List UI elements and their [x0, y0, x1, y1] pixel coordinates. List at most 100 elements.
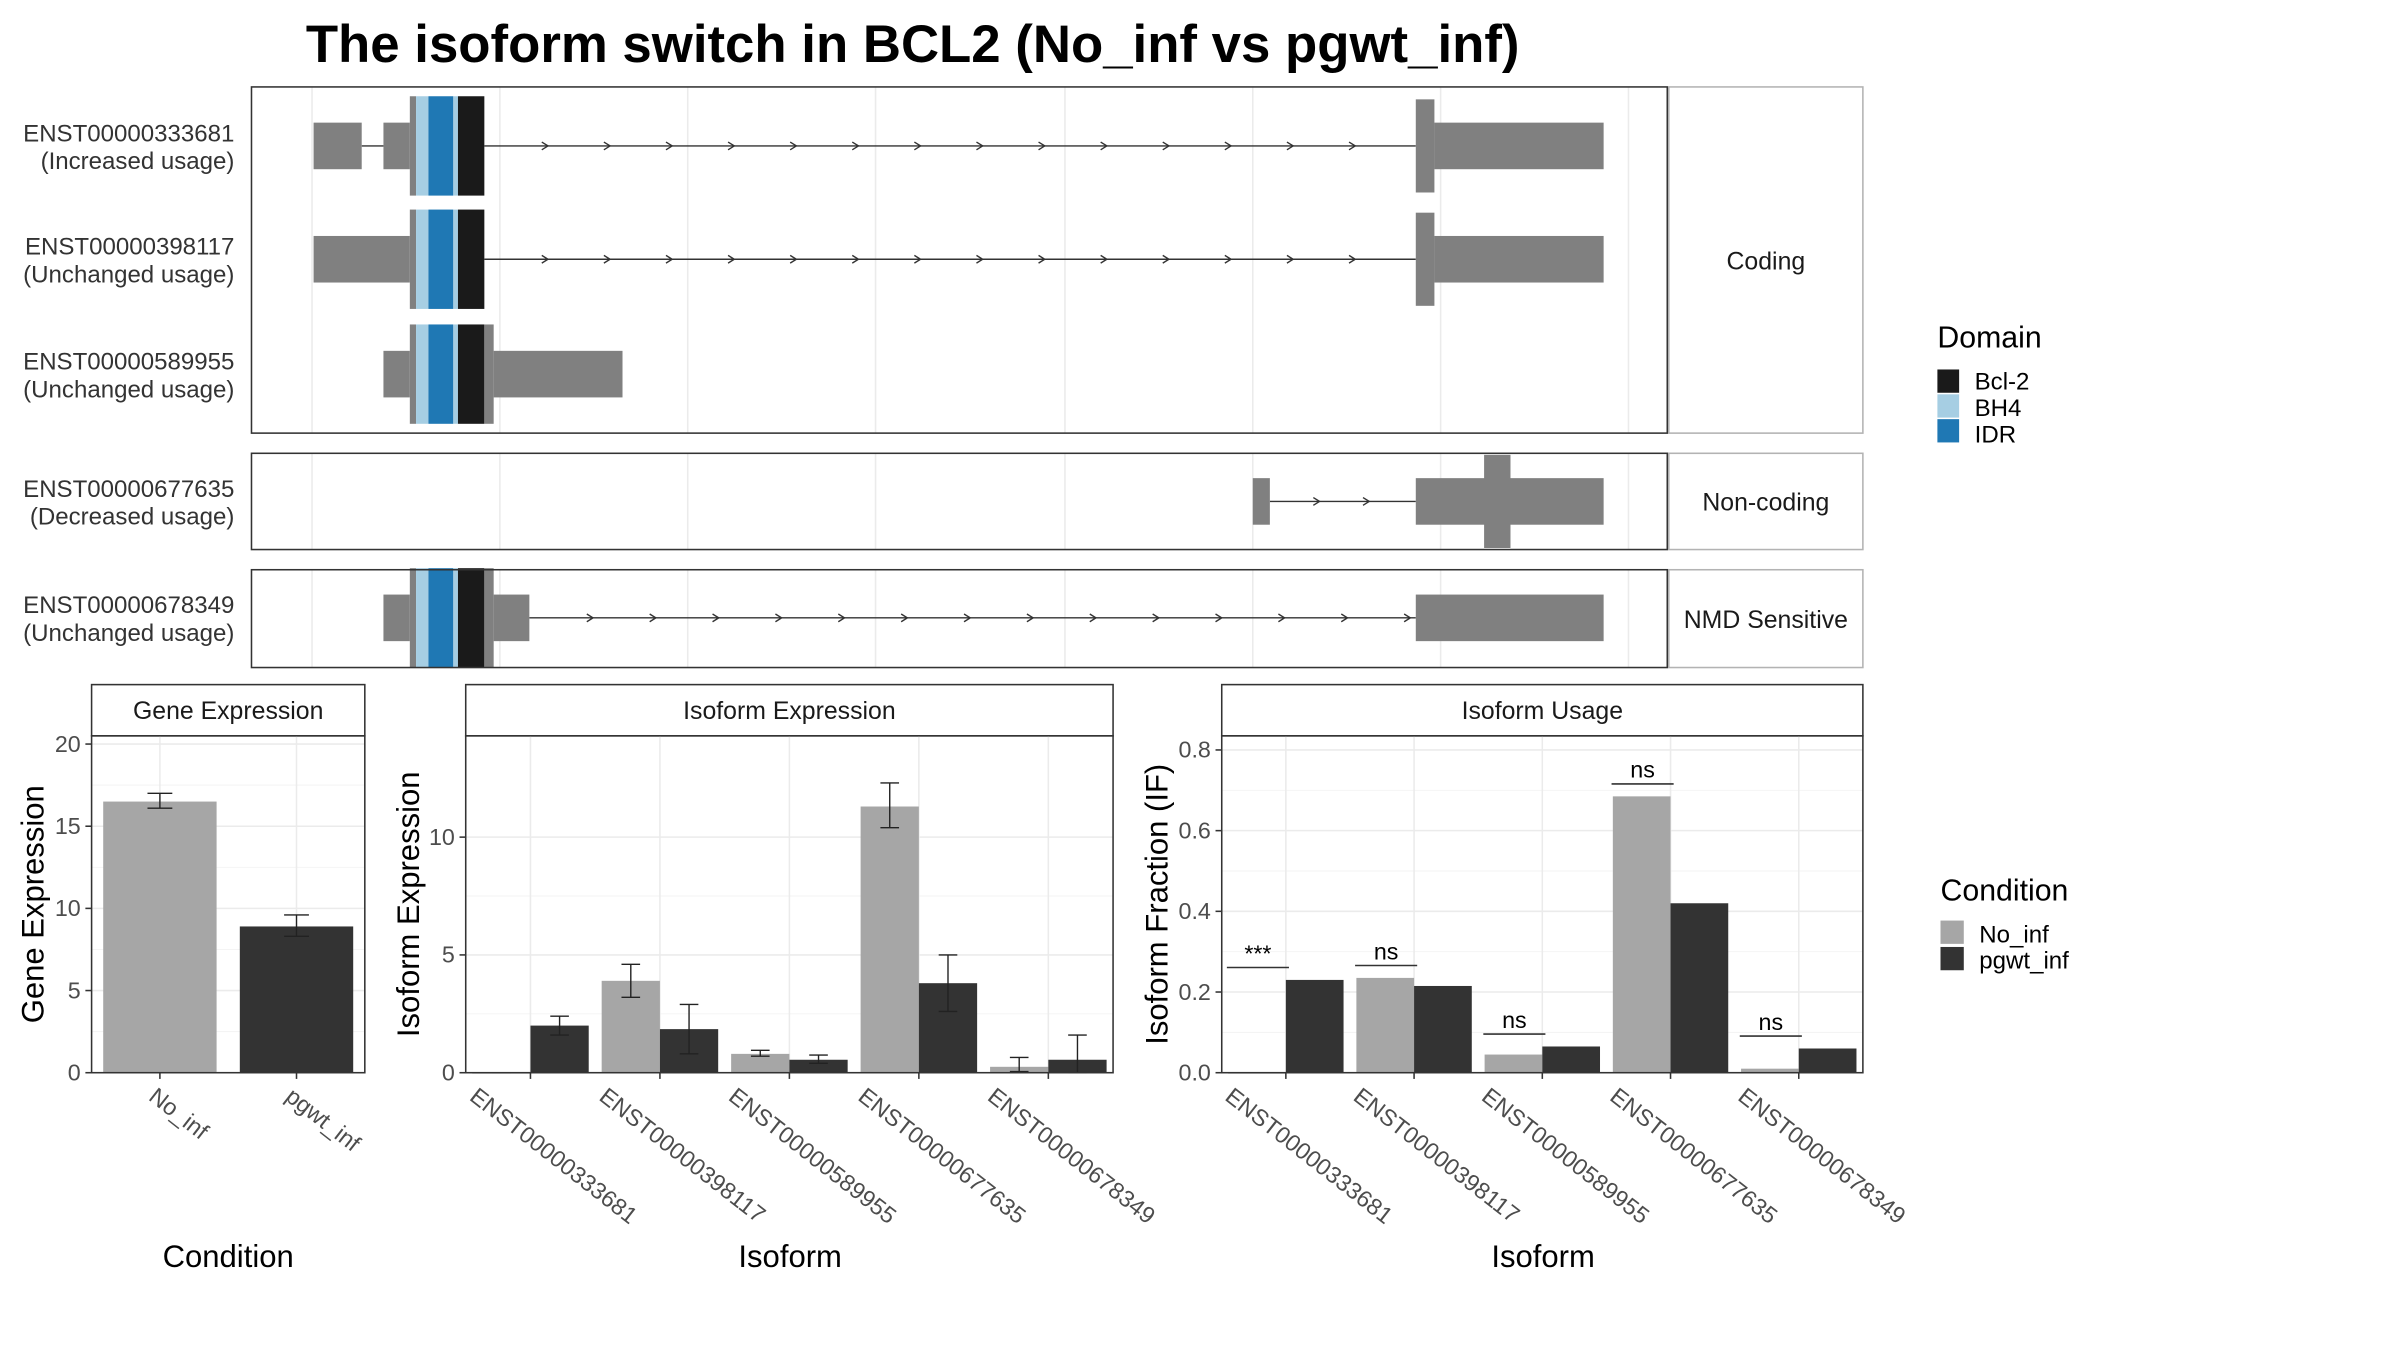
- structure-panel-border: [250, 452, 1669, 551]
- significance-label: ns: [1759, 1009, 1784, 1035]
- exon: [1415, 212, 1435, 306]
- intron-arrow: [1038, 254, 1047, 264]
- bar: [789, 1059, 848, 1073]
- utr-block: [409, 568, 417, 668]
- panel-border: [1220, 735, 1864, 1074]
- y-tick-label: 0: [68, 1059, 81, 1085]
- y-tick-label: 0.4: [1179, 898, 1211, 924]
- bar: [1356, 977, 1415, 1073]
- utr-block: [409, 209, 417, 309]
- intron-arrow: [913, 141, 922, 151]
- domain-bcl2: [457, 96, 485, 196]
- legend-swatch-idr: [1937, 419, 1960, 443]
- significance-label: ns: [1374, 938, 1399, 964]
- intron-arrow: [913, 254, 922, 264]
- intron-arrow: [851, 141, 860, 151]
- domain-bcl2: [457, 209, 485, 309]
- exon: [1415, 594, 1604, 642]
- exon: [1252, 478, 1270, 525]
- domain-idr: [428, 96, 454, 196]
- intron-arrow: [1038, 141, 1047, 151]
- domain-bh4: [453, 568, 458, 668]
- intron-arrow: [976, 254, 984, 264]
- intron-arrow: [1089, 613, 1098, 623]
- intron-arrow: [1162, 141, 1171, 151]
- y-tick-label: 0.6: [1179, 817, 1211, 843]
- significance-label: ns: [1502, 1007, 1527, 1033]
- group-strip-label: Coding: [1727, 248, 1806, 275]
- domain-bcl2: [457, 324, 485, 424]
- group-strip: [1668, 86, 1864, 434]
- group-strip-label: Non-coding: [1702, 490, 1829, 517]
- domain-idr: [428, 568, 454, 668]
- intron-arrow: [1100, 254, 1109, 264]
- bar: [239, 926, 354, 1073]
- y-tick-label: 20: [55, 731, 81, 757]
- bar: [1798, 1048, 1857, 1073]
- intron-arrow: [1348, 141, 1357, 151]
- intron-arrow: [976, 141, 984, 151]
- panel-strip-title: Isoform Expression: [683, 698, 895, 725]
- intron-arrow: [1215, 613, 1224, 623]
- transcript-id-label: ENST00000589955: [23, 348, 234, 375]
- structure-panel-border: [250, 568, 1669, 669]
- intron-arrow: [900, 613, 909, 623]
- intron-arrow: [665, 141, 674, 151]
- intron-arrow: [1278, 613, 1286, 623]
- transcript-id-label: ENST00000398117: [25, 234, 234, 261]
- panel-border: [464, 735, 1114, 1074]
- exon: [493, 594, 530, 642]
- y-tick-label: 0: [442, 1059, 455, 1085]
- intron-arrow: [963, 613, 972, 623]
- y-tick-label: 0.0: [1179, 1059, 1211, 1085]
- transcript-id-label: ENST00000677635: [23, 476, 234, 503]
- panel-strip: [464, 683, 1114, 737]
- intron-arrow: [603, 254, 612, 264]
- domain-bh4: [453, 209, 458, 309]
- intron-arrow: [1286, 254, 1295, 264]
- intron-arrow: [851, 254, 860, 264]
- domain-bh4: [416, 209, 429, 309]
- y-axis-title: Isoform Fraction (IF): [1139, 764, 1174, 1045]
- bar: [1741, 1068, 1799, 1073]
- exon: [383, 594, 410, 642]
- legend-label-pgwt-inf: pgwt_inf: [1979, 948, 2069, 975]
- intron-arrow: [775, 613, 783, 623]
- intron-arrow: [1340, 613, 1349, 623]
- y-axis-title: Isoform Expression: [391, 771, 426, 1037]
- y-tick-label: 0.8: [1179, 737, 1211, 763]
- legend-label-idr: IDR: [1975, 421, 2016, 448]
- intron-arrow: [603, 141, 612, 151]
- domain-bh4: [416, 324, 429, 424]
- transcript-id-label: ENST00000333681: [23, 120, 234, 147]
- transcript-usage-label: (Unchanged usage): [23, 262, 234, 289]
- intron-arrow: [1348, 254, 1357, 264]
- intron-arrow: [1362, 496, 1371, 506]
- significance-label: ***: [1244, 940, 1271, 966]
- intron-arrow: [1224, 141, 1233, 151]
- group-strip-label: NMD Sensitive: [1684, 607, 1848, 634]
- domain-bh4: [453, 96, 458, 196]
- intron-arrow: [727, 254, 736, 264]
- intron-arrow: [1312, 496, 1321, 506]
- bar: [1414, 985, 1472, 1073]
- legend-label-no-inf: No_inf: [1979, 921, 2049, 948]
- intron-arrow: [1162, 254, 1171, 264]
- exon: [1484, 454, 1511, 548]
- legend-swatch-bcl2: [1937, 369, 1960, 393]
- panel-strip-title: Isoform Usage: [1462, 698, 1623, 725]
- bar-panels: Gene Expression 0 5 10 15 20 No_inf pgwt_inf Gen…: [15, 683, 1911, 1274]
- intron-arrow: [837, 613, 846, 623]
- bar: [1612, 796, 1671, 1073]
- intron-arrow: [665, 254, 674, 264]
- intron-arrow: [541, 141, 550, 151]
- domain-bh4: [416, 96, 429, 196]
- transcript-usage-label: (Unchanged usage): [23, 376, 234, 403]
- bar: [1484, 1054, 1543, 1073]
- intron-arrow: [649, 613, 658, 623]
- intron-arrow: [586, 613, 595, 623]
- legend-swatch-bh4: [1937, 394, 1960, 418]
- intron-arrow: [712, 613, 721, 623]
- bar: [860, 806, 919, 1073]
